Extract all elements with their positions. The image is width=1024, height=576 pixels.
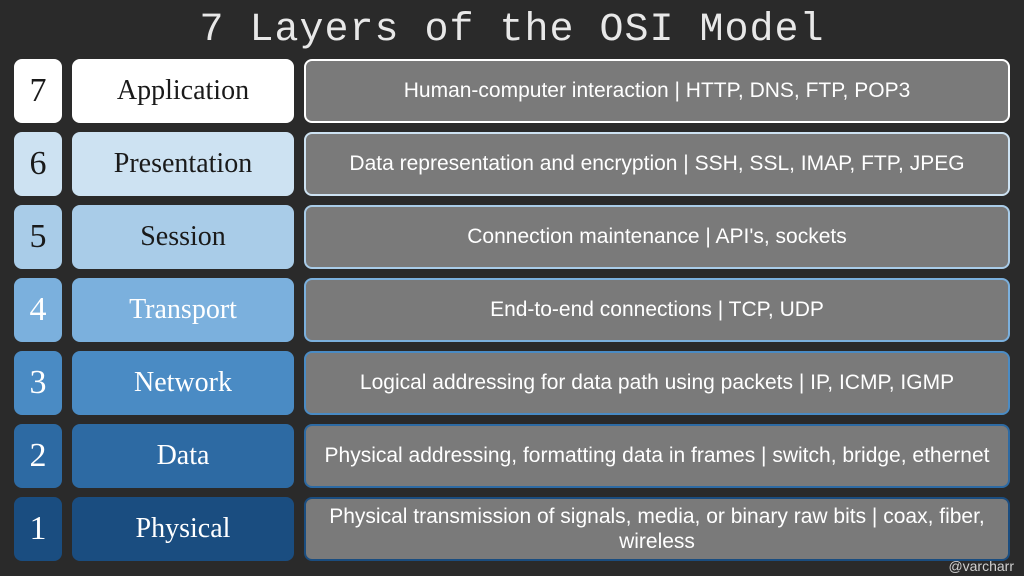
layer-description: Connection maintenance | API's, sockets <box>304 205 1010 269</box>
layer-row: 1PhysicalPhysical transmission of signal… <box>14 497 1010 561</box>
layer-row: 3NetworkLogical addressing for data path… <box>14 351 1010 415</box>
credit-handle: @varcharr <box>948 558 1014 574</box>
layer-number: 1 <box>14 497 62 561</box>
layer-number: 3 <box>14 351 62 415</box>
layer-name: Transport <box>72 278 294 342</box>
layer-name: Physical <box>72 497 294 561</box>
layer-number: 2 <box>14 424 62 488</box>
layer-row: 6PresentationData representation and enc… <box>14 132 1010 196</box>
layer-name: Data <box>72 424 294 488</box>
layer-description: End-to-end connections | TCP, UDP <box>304 278 1010 342</box>
layer-number: 6 <box>14 132 62 196</box>
layer-row: 7ApplicationHuman-computer interaction |… <box>14 59 1010 123</box>
layer-row: 4TransportEnd-to-end connections | TCP, … <box>14 278 1010 342</box>
layer-description: Data representation and encryption | SSH… <box>304 132 1010 196</box>
layer-name: Network <box>72 351 294 415</box>
layer-name: Session <box>72 205 294 269</box>
layer-number: 5 <box>14 205 62 269</box>
layers-container: 7ApplicationHuman-computer interaction |… <box>0 59 1024 561</box>
layer-number: 4 <box>14 278 62 342</box>
layer-name: Application <box>72 59 294 123</box>
layer-description: Human-computer interaction | HTTP, DNS, … <box>304 59 1010 123</box>
layer-row: 5SessionConnection maintenance | API's, … <box>14 205 1010 269</box>
layer-name: Presentation <box>72 132 294 196</box>
layer-number: 7 <box>14 59 62 123</box>
layer-row: 2DataPhysical addressing, formatting dat… <box>14 424 1010 488</box>
layer-description: Logical addressing for data path using p… <box>304 351 1010 415</box>
layer-description: Physical addressing, formatting data in … <box>304 424 1010 488</box>
layer-description: Physical transmission of signals, media,… <box>304 497 1010 561</box>
diagram-title: 7 Layers of the OSI Model <box>0 0 1024 59</box>
